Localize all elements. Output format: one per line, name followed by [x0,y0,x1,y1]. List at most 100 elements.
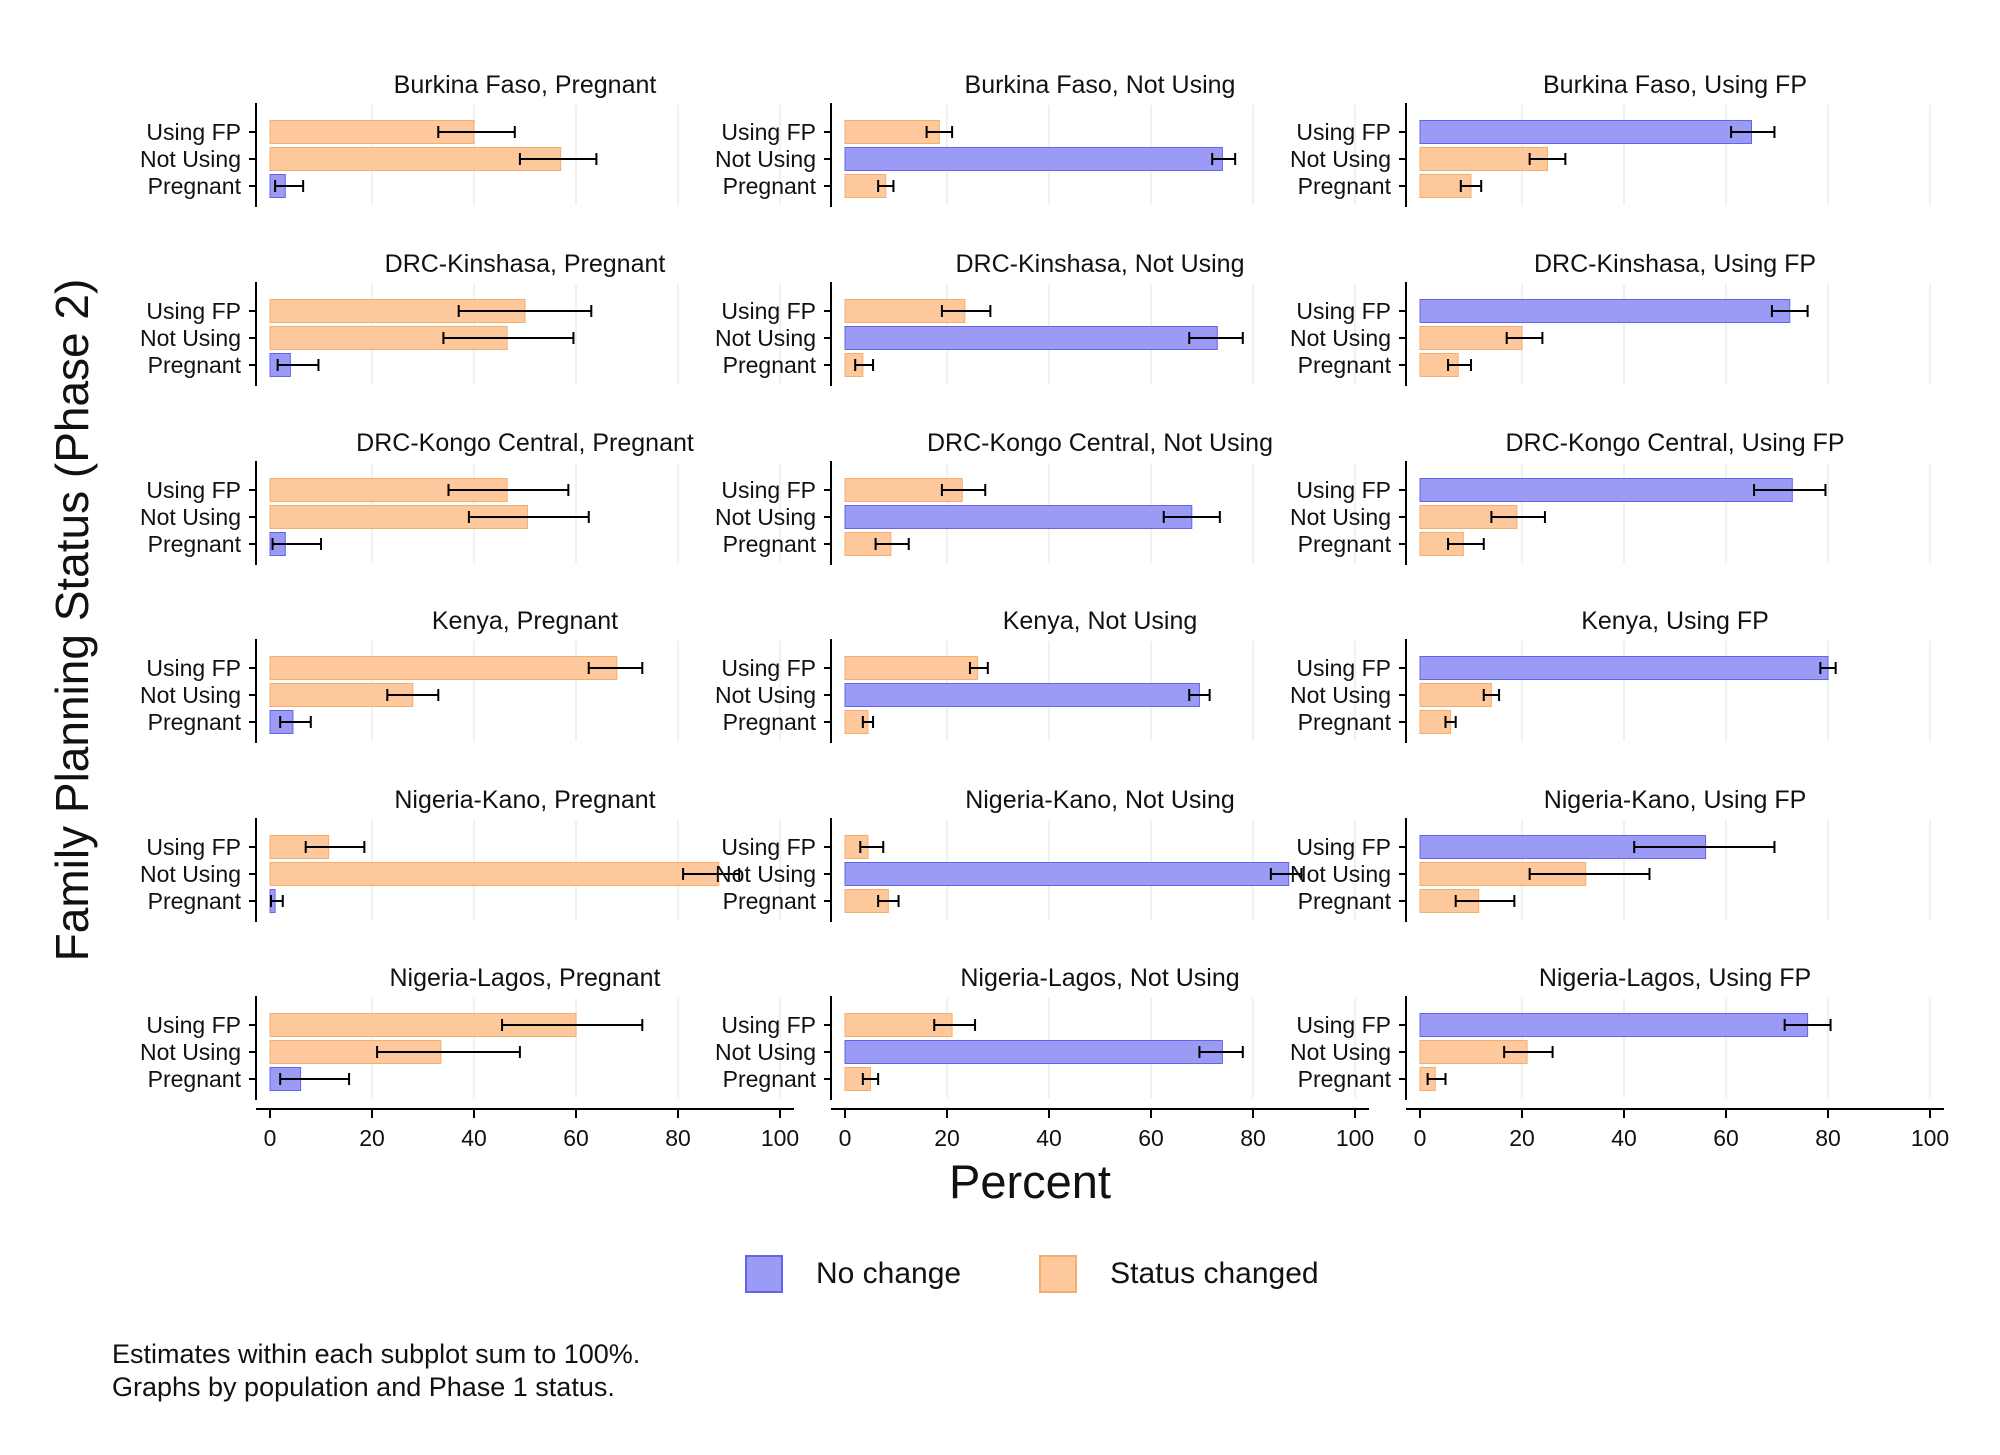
x-tick-label: 20 [934,1125,960,1151]
bar-using-fp-no-change [1419,1013,1809,1037]
y-tick-label: Using FP [721,119,816,145]
panel-title: DRC-Kinshasa, Using FP [1534,250,1816,278]
panel-title: Kenya, Using FP [1581,607,1769,635]
y-tick-label: Not Using [1290,861,1391,887]
panel-title: Nigeria-Kano, Using FP [1544,786,1807,814]
y-tick-label: Not Using [715,325,816,351]
bar-using-fp-no-change [1419,656,1829,680]
y-tick-label: Not Using [140,1039,241,1065]
legend-swatch-status-changed [1039,1255,1078,1293]
legend-label-no-change: No change [816,1257,962,1290]
bar-not-using-status-changed [1419,147,1548,171]
y-tick-label: Pregnant [1298,709,1392,735]
y-tick-label: Using FP [146,834,241,860]
legend-swatch-no-change [745,1255,783,1293]
bar-using-fp-no-change [1419,299,1791,323]
x-tick-label: 100 [1911,1125,1949,1151]
x-tick-label: 100 [1336,1125,1374,1151]
panel-drc-kongo-central-not-using: DRC-Kongo Central, Not Using Using FPNot … [715,429,1356,565]
bar-not-using-status-changed [269,862,720,886]
bar-using-fp-status-changed [844,120,940,144]
y-tick-label: Using FP [721,834,816,860]
y-tick-label: Not Using [140,682,241,708]
y-tick-label: Pregnant [148,888,242,914]
x-axis-title: Percent [949,1155,1111,1208]
bar-not-using-no-change [844,326,1218,350]
footnote-line-1: Estimates within each subplot sum to 100… [112,1339,641,1369]
bar-not-using-no-change [844,1040,1223,1064]
footnote-line-2: Graphs by population and Phase 1 status. [112,1372,615,1402]
y-axis-title: Family Planning Status (Phase 2) [46,279,98,962]
panel-title: Nigeria-Kano, Not Using [965,786,1235,814]
y-tick-label: Not Using [715,861,816,887]
panel-title: Nigeria-Lagos, Not Using [960,964,1239,992]
y-tick-label: Pregnant [1298,888,1392,914]
panel-title: Nigeria-Kano, Pregnant [394,786,655,814]
x-tick-label: 0 [1414,1125,1427,1151]
y-tick-label: Using FP [146,119,241,145]
y-tick-label: Pregnant [723,352,817,378]
y-tick-label: Using FP [1296,834,1391,860]
y-tick-label: Not Using [1290,146,1391,172]
y-tick-label: Not Using [1290,325,1391,351]
y-tick-label: Using FP [721,655,816,681]
panel-title: Burkina Faso, Pregnant [394,71,657,99]
y-tick-label: Pregnant [1298,1066,1392,1092]
footnote: Estimates within each subplot sum to 100… [112,1338,640,1404]
x-tick-label: 20 [1509,1125,1535,1151]
y-tick-label: Not Using [1290,1039,1391,1065]
y-tick-label: Using FP [1296,119,1391,145]
y-tick-label: Using FP [146,655,241,681]
legend-item-status-changed: Status changed [1039,1255,1319,1293]
panel-title: Burkina Faso, Using FP [1543,71,1807,99]
y-tick-label: Not Using [715,146,816,172]
x-tick-label: 40 [1036,1125,1062,1151]
x-tick-label: 40 [1611,1125,1637,1151]
bar-not-using-no-change [844,683,1200,707]
bar-using-fp-no-change [1419,478,1793,502]
bar-not-using-no-change [844,862,1290,886]
x-tick-label: 60 [1138,1125,1164,1151]
legend: No change Status changed [745,1255,1397,1293]
bar-not-using-status-changed [269,147,562,171]
bar-using-fp-status-changed [844,656,979,680]
y-tick-label: Not Using [1290,682,1391,708]
bar-using-fp-status-changed [269,656,618,680]
y-tick-label: Using FP [146,298,241,324]
y-tick-label: Using FP [1296,1012,1391,1038]
bar-using-fp-no-change [1419,120,1752,144]
bar-not-using-no-change [844,505,1193,529]
x-tick-label: 60 [563,1125,589,1151]
y-tick-label: Pregnant [148,1066,242,1092]
y-tick-label: Using FP [721,298,816,324]
panel-title: DRC-Kinshasa, Not Using [956,250,1245,278]
x-tick-label: 60 [1713,1125,1739,1151]
y-tick-label: Pregnant [148,531,242,557]
y-tick-label: Using FP [1296,655,1391,681]
y-tick-label: Using FP [721,477,816,503]
y-tick-label: Using FP [146,477,241,503]
panel-title: DRC-Kinshasa, Pregnant [385,250,666,278]
y-tick-label: Pregnant [723,888,817,914]
panel-title: DRC-Kongo Central, Not Using [927,429,1273,457]
x-tick-label: 40 [461,1125,487,1151]
x-tick-label: 0 [264,1125,277,1151]
panel-title: Burkina Faso, Not Using [965,71,1236,99]
y-tick-label: Not Using [715,504,816,530]
y-tick-label: Not Using [140,325,241,351]
y-tick-label: Not Using [715,682,816,708]
